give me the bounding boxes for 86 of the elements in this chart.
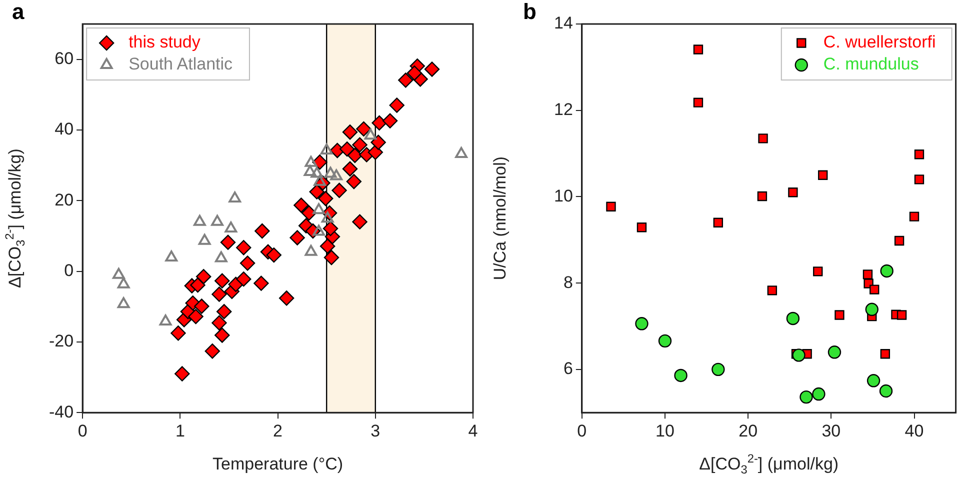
point	[312, 203, 325, 214]
point	[880, 349, 890, 359]
x-tick-label: 1	[175, 421, 185, 440]
point	[693, 98, 704, 108]
y-tick-label: 10	[554, 186, 573, 206]
point	[674, 368, 688, 382]
point	[713, 218, 724, 228]
y-tick-label: 6	[563, 359, 573, 378]
point	[800, 390, 813, 404]
point	[606, 202, 616, 212]
x-tick-label: 3	[370, 421, 380, 440]
legend-label: C. mundulus	[823, 54, 919, 74]
point	[636, 222, 647, 232]
point	[117, 277, 130, 288]
point	[818, 170, 828, 180]
point	[812, 387, 826, 401]
y-tick-label: -20	[48, 332, 74, 351]
x-tick-label: 10	[656, 421, 674, 440]
legend-label: this study	[128, 32, 201, 52]
y-tick-label: 20	[54, 190, 74, 210]
point	[914, 174, 924, 184]
x-tick-label: 0	[78, 421, 88, 440]
point	[364, 128, 377, 140]
point	[320, 143, 333, 154]
point	[198, 234, 211, 245]
y-axis-title: Δ[CO32-] (μmol/kg)	[2, 148, 28, 288]
point	[896, 310, 907, 320]
point	[321, 212, 334, 223]
point	[880, 264, 894, 278]
y-tick-label: 8	[563, 272, 573, 292]
point	[813, 266, 823, 276]
point	[330, 169, 343, 180]
point	[788, 188, 798, 198]
point	[304, 165, 316, 176]
x-tick-label: 0	[577, 421, 587, 440]
point	[862, 270, 873, 280]
point	[635, 317, 648, 330]
point	[693, 44, 704, 54]
point	[159, 314, 172, 326]
y-tick-label: 40	[54, 120, 74, 139]
point	[304, 156, 318, 167]
point	[786, 312, 800, 326]
point	[214, 251, 228, 262]
chart-title: a	[12, 0, 25, 24]
point	[194, 214, 206, 226]
point	[117, 297, 130, 308]
point	[865, 302, 878, 316]
point	[909, 212, 920, 222]
x-tick-label: 4	[468, 421, 478, 440]
point	[112, 268, 125, 279]
point	[324, 166, 337, 178]
point	[228, 192, 242, 203]
point	[866, 374, 880, 388]
point	[792, 348, 806, 362]
x-tick-label: 20	[738, 421, 758, 440]
y-axis-title: U/Ca (nmol/mol)	[490, 156, 510, 280]
point	[224, 222, 238, 233]
point	[455, 147, 468, 158]
y-tick-label: 60	[54, 49, 74, 68]
point	[879, 384, 893, 398]
point	[767, 286, 778, 296]
x-tick-label: 2	[273, 421, 283, 440]
y-tick-label: 14	[554, 14, 573, 33]
point	[310, 166, 324, 178]
point	[314, 174, 326, 186]
x-tick-label: 30	[822, 421, 841, 440]
point	[211, 214, 224, 226]
point	[894, 236, 904, 246]
legend-label: C. wuellerstorfi	[823, 32, 936, 52]
point	[758, 134, 768, 144]
point	[712, 362, 725, 376]
y-tick-label: 0	[64, 260, 74, 280]
point	[914, 150, 924, 160]
point	[870, 284, 880, 294]
y-tick-label: 12	[554, 100, 573, 120]
point	[757, 191, 768, 202]
legend-label: South Atlantic	[128, 54, 234, 74]
point	[828, 346, 842, 359]
point	[165, 250, 178, 262]
point	[834, 310, 844, 320]
x-axis-title: Temperature (°C)	[212, 454, 344, 474]
chart-title: b	[523, 0, 536, 24]
point	[658, 334, 672, 348]
x-tick-label: 40	[904, 421, 924, 440]
y-tick-label: -40	[48, 402, 74, 422]
point	[304, 244, 318, 256]
